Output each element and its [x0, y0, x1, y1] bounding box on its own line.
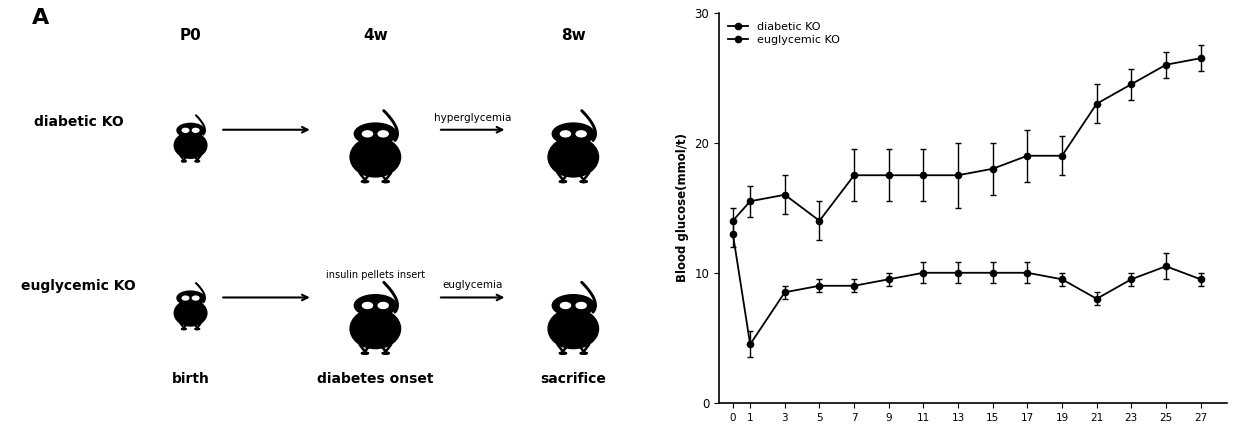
Text: sacrifice: sacrifice — [540, 372, 606, 386]
Circle shape — [576, 131, 586, 137]
Ellipse shape — [362, 352, 369, 354]
Ellipse shape — [354, 295, 396, 316]
Circle shape — [363, 302, 373, 308]
Circle shape — [560, 302, 570, 308]
Ellipse shape — [553, 295, 595, 316]
Ellipse shape — [581, 352, 587, 354]
Circle shape — [378, 131, 388, 137]
Ellipse shape — [182, 328, 186, 329]
Text: euglycemia: euglycemia — [442, 280, 503, 290]
Ellipse shape — [196, 328, 199, 329]
Ellipse shape — [362, 352, 368, 354]
Ellipse shape — [560, 181, 566, 183]
Text: 8w: 8w — [561, 28, 586, 43]
Circle shape — [576, 302, 586, 308]
Ellipse shape — [548, 309, 598, 349]
Ellipse shape — [382, 181, 389, 183]
Ellipse shape — [195, 328, 199, 329]
Text: A: A — [32, 8, 50, 28]
Ellipse shape — [559, 352, 566, 354]
Ellipse shape — [181, 328, 186, 329]
Text: birth: birth — [172, 372, 209, 386]
Text: insulin pellets insert: insulin pellets insert — [326, 270, 425, 280]
Ellipse shape — [580, 352, 587, 354]
Circle shape — [182, 128, 188, 132]
Ellipse shape — [196, 161, 199, 162]
Text: 4w: 4w — [363, 28, 388, 43]
Ellipse shape — [351, 309, 400, 349]
Ellipse shape — [177, 123, 204, 137]
Ellipse shape — [195, 161, 199, 162]
Circle shape — [192, 296, 199, 300]
Ellipse shape — [362, 181, 368, 183]
Text: diabetes onset: diabetes onset — [317, 372, 434, 386]
Ellipse shape — [177, 291, 204, 305]
Ellipse shape — [553, 123, 595, 145]
Text: hyperglycemia: hyperglycemia — [434, 113, 510, 123]
Text: B: B — [648, 0, 665, 1]
Legend: diabetic KO, euglycemic KO: diabetic KO, euglycemic KO — [725, 18, 843, 48]
Ellipse shape — [581, 181, 587, 183]
Ellipse shape — [351, 137, 400, 177]
Ellipse shape — [354, 123, 396, 145]
Circle shape — [363, 131, 373, 137]
Ellipse shape — [559, 181, 566, 183]
Ellipse shape — [175, 132, 207, 158]
Ellipse shape — [580, 181, 587, 183]
Circle shape — [182, 296, 188, 300]
Circle shape — [192, 128, 199, 132]
Ellipse shape — [560, 352, 566, 354]
Ellipse shape — [382, 352, 389, 354]
Text: diabetic KO: diabetic KO — [33, 115, 123, 129]
Ellipse shape — [548, 137, 598, 177]
Ellipse shape — [181, 161, 186, 162]
Ellipse shape — [362, 181, 369, 183]
Ellipse shape — [175, 300, 207, 326]
Text: euglycemic KO: euglycemic KO — [21, 279, 136, 293]
Ellipse shape — [383, 352, 389, 354]
Circle shape — [560, 131, 570, 137]
Ellipse shape — [182, 161, 186, 162]
Ellipse shape — [383, 181, 389, 183]
Y-axis label: Blood glucose(mmol/t): Blood glucose(mmol/t) — [675, 133, 689, 282]
Circle shape — [378, 302, 388, 308]
Text: P0: P0 — [180, 28, 202, 43]
